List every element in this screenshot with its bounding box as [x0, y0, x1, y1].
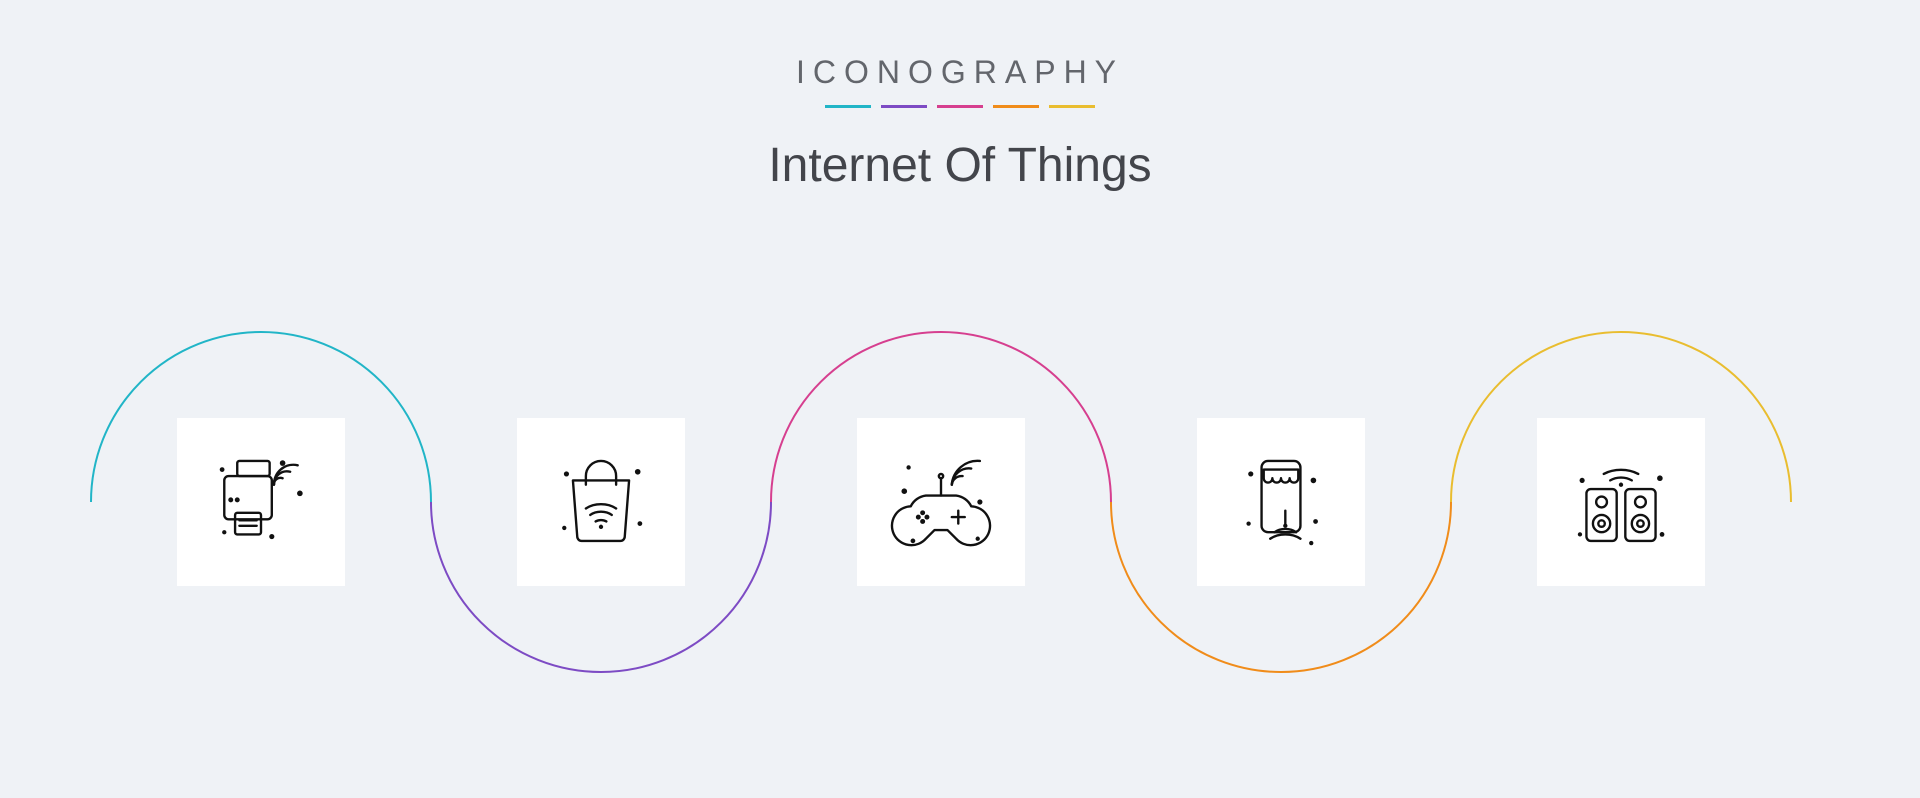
underline-seg-1: [881, 105, 927, 108]
underline-seg-0: [825, 105, 871, 108]
underline-seg-4: [1049, 105, 1095, 108]
speakers-wifi-icon: [1537, 418, 1705, 586]
gamepad-wifi-icon: [857, 418, 1025, 586]
shopping-bag-wifi-icon: [517, 418, 685, 586]
header: ICONOGRAPHY Internet Of Things: [0, 54, 1920, 193]
printer-wifi-icon: [177, 418, 345, 586]
canvas: ICONOGRAPHY Internet Of Things: [0, 0, 1920, 798]
brand-underline: [0, 105, 1920, 108]
underline-seg-3: [993, 105, 1039, 108]
brand-text: ICONOGRAPHY: [0, 54, 1920, 91]
underline-seg-2: [937, 105, 983, 108]
smartphone-wifi-icon: [1197, 418, 1365, 586]
set-title: Internet Of Things: [0, 138, 1920, 193]
